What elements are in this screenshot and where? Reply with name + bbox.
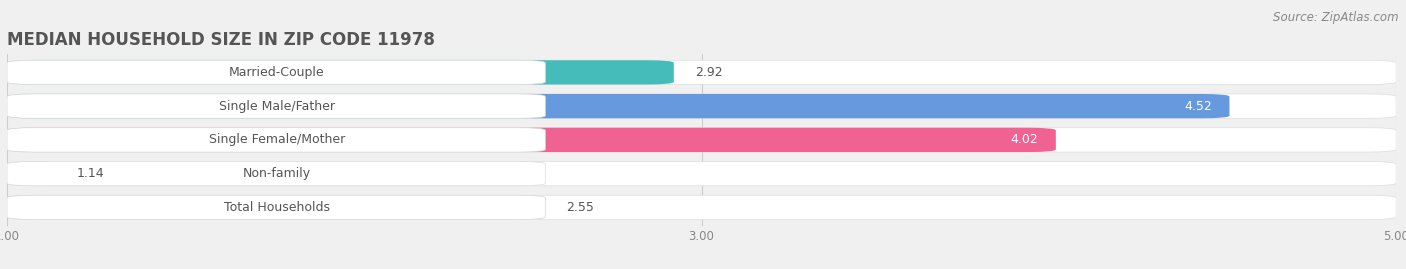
FancyBboxPatch shape (7, 94, 1396, 118)
Text: Source: ZipAtlas.com: Source: ZipAtlas.com (1274, 11, 1399, 24)
FancyBboxPatch shape (7, 195, 546, 220)
FancyBboxPatch shape (7, 195, 546, 220)
FancyBboxPatch shape (7, 161, 1396, 186)
Text: 4.52: 4.52 (1184, 100, 1212, 113)
FancyBboxPatch shape (7, 60, 1396, 84)
Text: 2.55: 2.55 (567, 201, 593, 214)
FancyBboxPatch shape (7, 94, 546, 118)
Text: MEDIAN HOUSEHOLD SIZE IN ZIP CODE 11978: MEDIAN HOUSEHOLD SIZE IN ZIP CODE 11978 (7, 31, 434, 49)
FancyBboxPatch shape (7, 60, 546, 84)
FancyBboxPatch shape (7, 195, 1396, 220)
Text: 2.92: 2.92 (695, 66, 723, 79)
Text: Married-Couple: Married-Couple (229, 66, 325, 79)
FancyBboxPatch shape (7, 60, 673, 84)
FancyBboxPatch shape (7, 128, 1056, 152)
FancyBboxPatch shape (7, 161, 56, 186)
FancyBboxPatch shape (7, 94, 1229, 118)
Text: Single Female/Mother: Single Female/Mother (209, 133, 344, 146)
FancyBboxPatch shape (7, 128, 546, 152)
FancyBboxPatch shape (7, 161, 546, 186)
Text: 1.14: 1.14 (76, 167, 104, 180)
Text: Single Male/Father: Single Male/Father (219, 100, 335, 113)
Text: 4.02: 4.02 (1011, 133, 1039, 146)
Text: Non-family: Non-family (243, 167, 311, 180)
FancyBboxPatch shape (7, 128, 1396, 152)
Text: Total Households: Total Households (224, 201, 330, 214)
